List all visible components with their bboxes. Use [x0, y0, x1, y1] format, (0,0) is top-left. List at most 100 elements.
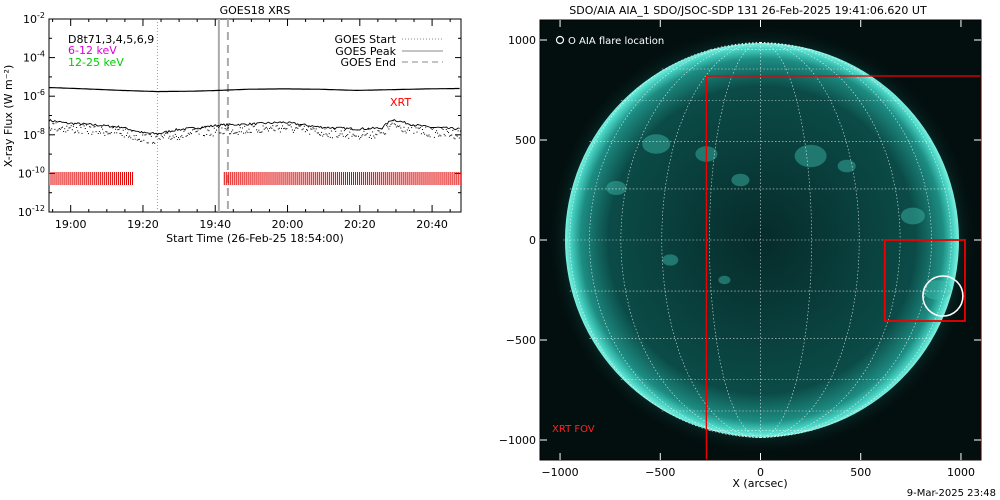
series-noise-point	[323, 133, 325, 135]
series-noise-point	[348, 137, 350, 139]
series-noise-point	[328, 133, 330, 135]
series-noise-point	[67, 129, 69, 131]
series-noise-point	[438, 135, 440, 137]
series-noise-point	[51, 128, 53, 130]
y-tick-label: 10-10	[18, 165, 45, 180]
y-tick-label: 10-8	[23, 127, 45, 142]
series-noise-point	[366, 132, 368, 134]
series-noise-point	[433, 136, 435, 138]
series-noise-point	[375, 133, 377, 135]
series-noise-point	[299, 125, 301, 127]
series-noise-point	[361, 135, 363, 137]
marker-legend-start: GOES Start	[335, 33, 397, 46]
series-noise-point	[115, 128, 117, 130]
y-tick-exponent: -4	[37, 50, 45, 59]
series-noise-point	[306, 129, 307, 131]
series-noise-point	[262, 125, 264, 127]
series-noise-point	[429, 136, 431, 138]
series-noise-point	[379, 132, 381, 134]
aia-x-tick-label: −1000	[541, 466, 578, 479]
series-noise-point	[58, 128, 60, 129]
active-region-glow	[900, 207, 925, 225]
series-noise-point	[64, 128, 66, 130]
series-noise-point	[362, 134, 364, 136]
series-noise-point	[101, 126, 102, 128]
aia-y-tick-label: −500	[506, 334, 536, 347]
series-noise-point	[321, 131, 323, 133]
series-noise-point	[95, 131, 97, 133]
series-noise-point	[179, 138, 181, 140]
series-noise-point	[437, 132, 439, 134]
series-noise-point	[149, 134, 151, 136]
goes-panel: GOES18 XRS 10-12 10-10 10-8 10-6 10-4 10-2 19…	[2, 4, 462, 245]
series-noise-point	[184, 129, 186, 131]
series-noise-point	[234, 132, 236, 134]
flare-zoom-box	[883, 239, 966, 322]
series-noise-point	[137, 139, 139, 141]
x-tick-label: 20:20	[344, 218, 376, 231]
active-region-glow	[662, 254, 679, 266]
series-noise-point	[65, 131, 67, 133]
series-noise-point	[263, 128, 265, 130]
series-noise-point	[289, 124, 291, 126]
active-region-glow	[718, 275, 731, 285]
series-noise-point	[350, 129, 352, 130]
series-noise-point	[399, 125, 401, 127]
active-region-glow	[731, 173, 750, 187]
series-noise-point	[316, 132, 318, 134]
series-noise-point	[124, 128, 126, 130]
active-region-glow	[606, 181, 627, 195]
marker-legend-peak: GOES Peak	[335, 45, 396, 58]
series-noise-point	[304, 131, 306, 133]
y-tick-label: 10-2	[23, 11, 45, 26]
series-noise-point	[54, 128, 56, 130]
x-tick-label: 20:40	[416, 218, 448, 231]
series-noise-point	[90, 126, 92, 128]
series-noise-point	[102, 128, 104, 130]
series-noise-point	[142, 134, 144, 136]
series-noise-point	[385, 133, 387, 135]
series-noise-point	[97, 133, 99, 134]
series-noise-point	[376, 134, 378, 136]
series-noise-point	[248, 128, 250, 130]
series-noise-point	[170, 138, 172, 140]
series-noise-point	[409, 129, 410, 131]
series-noise-point	[132, 138, 134, 140]
aia-y-tick-label: −1000	[499, 434, 536, 447]
series-noise-point	[105, 131, 107, 133]
series-noise-point	[303, 125, 305, 127]
series-noise-point	[68, 127, 70, 129]
series-noise-point	[402, 131, 404, 133]
x-tick-label: 19:40	[199, 218, 231, 231]
series-noise-point	[297, 127, 299, 129]
series-noise-point	[251, 124, 253, 126]
series-noise-point	[444, 135, 446, 137]
series-noise-point	[278, 127, 280, 129]
series-noise-point	[377, 130, 379, 132]
series-noise-point	[457, 130, 459, 132]
series-noise-point	[231, 131, 233, 133]
series-noise-point	[220, 132, 222, 134]
series-noise-point	[181, 135, 183, 137]
series-noise-point	[238, 131, 240, 133]
series-noise-point	[150, 135, 152, 137]
series-noise-point	[204, 135, 205, 137]
series-noise-point	[309, 133, 311, 135]
series-noise-point	[82, 124, 84, 126]
series-noise-point	[100, 132, 101, 134]
timestamp: 9-Mar-2025 23:48	[907, 488, 996, 499]
series-noise-point	[107, 133, 109, 135]
x-tick-label: 19:20	[127, 218, 159, 231]
series-noise-point	[288, 124, 290, 126]
series-noise-point	[415, 127, 417, 129]
goes-y-label: X-ray Flux (W m⁻²)	[2, 65, 15, 167]
series-noise-point	[169, 135, 171, 137]
series-noise-point	[283, 128, 285, 130]
series-noise-point	[276, 125, 278, 127]
series-noise-point	[259, 131, 261, 133]
series-noise-point	[114, 132, 116, 134]
series-noise-point	[436, 130, 438, 132]
series-noise-point	[89, 126, 91, 128]
series-noise-point	[56, 130, 58, 132]
series-noise-point	[167, 132, 169, 134]
